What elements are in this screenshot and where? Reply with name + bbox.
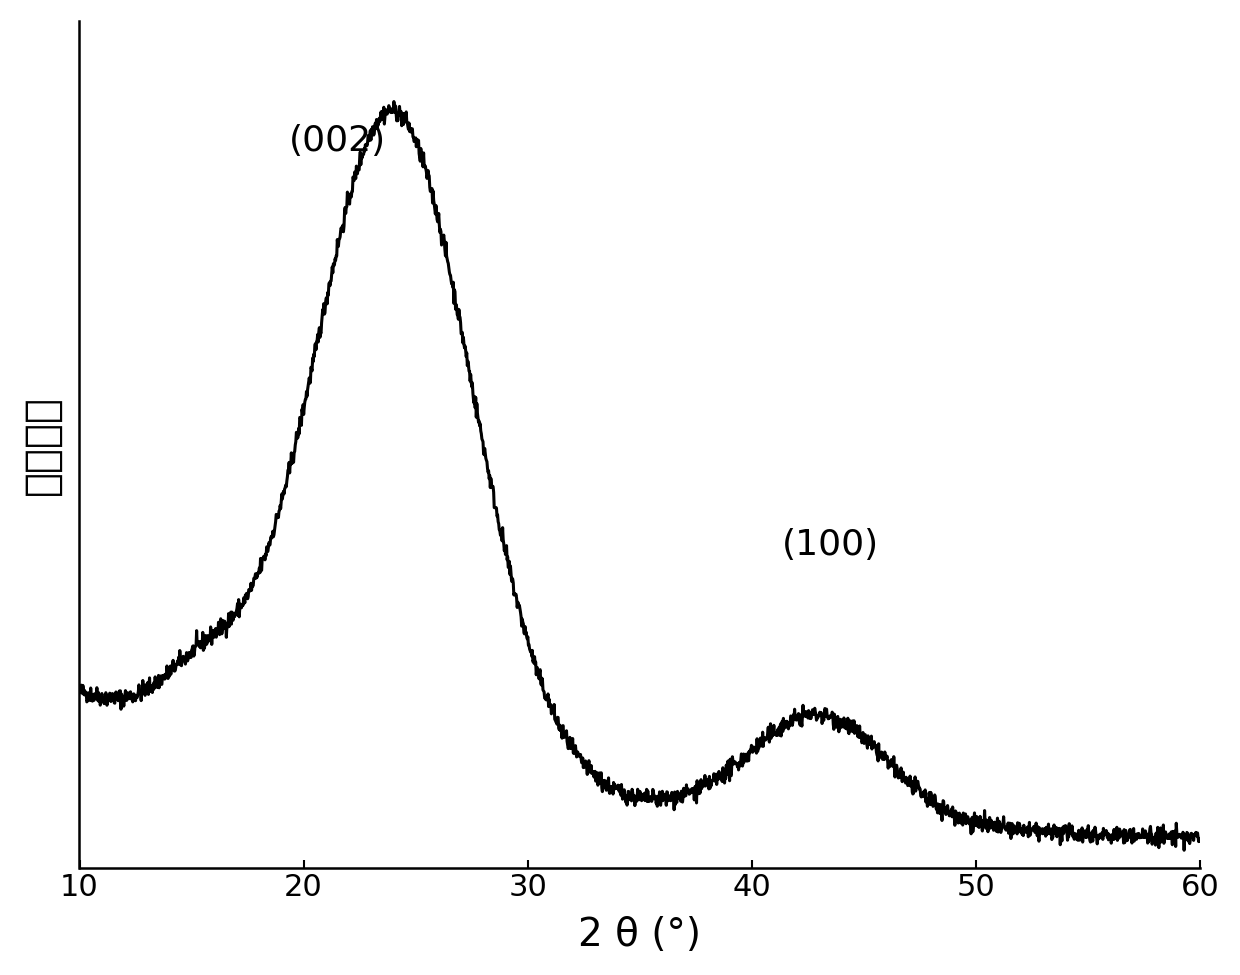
Text: (002): (002)	[289, 124, 386, 158]
Text: (100): (100)	[781, 527, 879, 562]
Y-axis label: 衍射强度: 衍射强度	[21, 395, 63, 494]
X-axis label: 2 θ (°): 2 θ (°)	[578, 916, 701, 955]
